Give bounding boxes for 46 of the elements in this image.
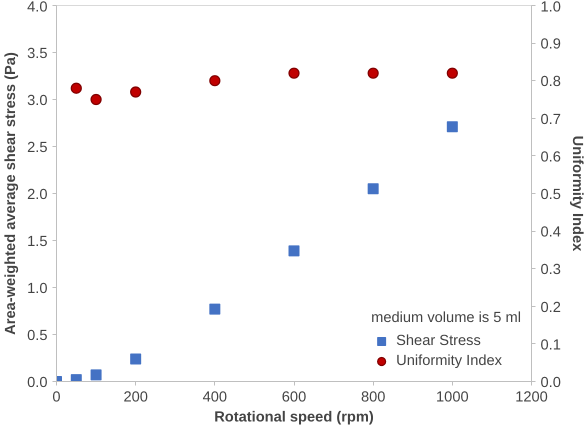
y-tick-label: 0.5	[27, 328, 48, 344]
point	[446, 68, 458, 79]
x-tick-label: 600	[282, 390, 306, 406]
point	[368, 68, 379, 79]
y2-axis-title: Uniformity Index	[568, 136, 585, 252]
point	[90, 369, 102, 380]
point	[70, 82, 82, 94]
x-tick-label: 1000	[436, 390, 469, 406]
x-tick-label: 200	[123, 390, 148, 406]
y2-tick-label: 0.0	[540, 375, 561, 391]
point	[288, 68, 300, 79]
y-tick-label: 1.0	[27, 281, 48, 297]
y2-tick-label: 0.9	[540, 36, 561, 53]
y-axis-title: Area-weighted average shear stress (Pa)	[3, 52, 20, 335]
x-tick-label: 0	[52, 390, 61, 406]
y-tick-label: 4.0	[27, 0, 48, 16]
y2-tick-label: 0.6	[540, 149, 561, 166]
y2-tick-label: 0.8	[540, 74, 561, 90]
y2-tick-label: 0.3	[540, 262, 561, 278]
y2-tick-label: 0.4	[540, 224, 561, 241]
legend-label: Uniformity Index	[396, 353, 502, 369]
y2-tick-label: 0.1	[540, 337, 561, 354]
y-tick-label: 0.0	[27, 375, 48, 391]
point	[446, 121, 458, 132]
y2-tick-label: 0.7	[540, 112, 561, 128]
point	[90, 94, 102, 106]
y-tick-label: 3.5	[27, 46, 48, 62]
x-tick-label: 800	[360, 390, 386, 406]
point	[130, 86, 142, 98]
x-axis-title: Rotational speed (rpm)	[214, 410, 374, 426]
legend-label: Shear Stress	[396, 333, 481, 349]
point	[368, 183, 379, 194]
point	[288, 245, 300, 256]
y2-tick-label: 1.0	[540, 0, 561, 16]
y2-tick-label: 0.2	[540, 300, 561, 316]
legend-title: medium volume is 5 ml	[371, 310, 521, 326]
point	[209, 75, 220, 86]
y-tick-label: 1.5	[27, 234, 48, 250]
y-tick-label: 2.5	[27, 140, 48, 156]
y2-tick-label: 0.5	[540, 187, 561, 203]
x-tick-label: 400	[202, 390, 228, 406]
point	[130, 353, 142, 364]
x-tick-label: 1200	[515, 390, 548, 406]
y-tick-label: 3.0	[27, 93, 48, 109]
y-tick-label: 2.0	[27, 187, 48, 203]
point	[209, 304, 220, 315]
